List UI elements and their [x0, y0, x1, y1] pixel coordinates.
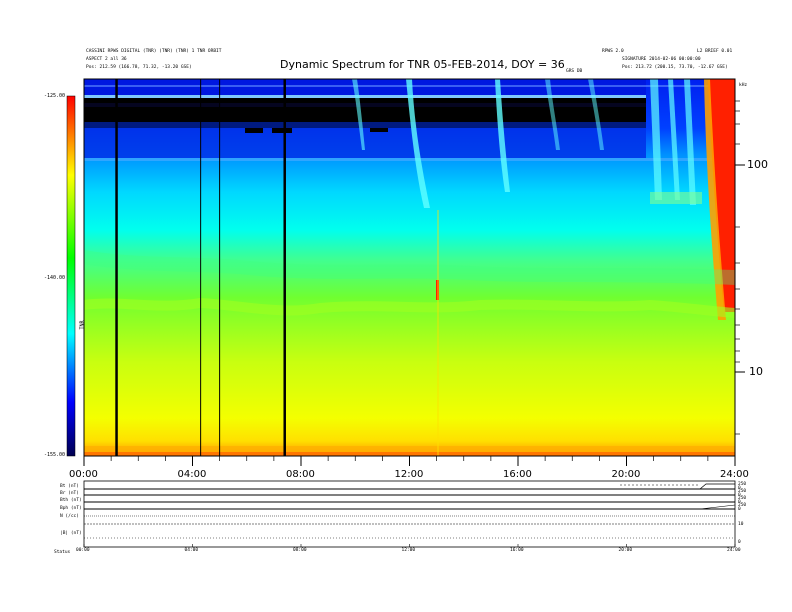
panel-x-tick-label: 20:00	[618, 548, 633, 553]
panel-label-b: |B| (nT)	[60, 531, 82, 536]
colorbar-tick-top: -125.00	[44, 93, 66, 99]
panel-right-tick-label: 0	[738, 500, 741, 505]
header-right-line3: Pos: 213.72 (200.15, 73.70, -12.67 GSE)	[622, 65, 728, 70]
y-axis-unit: kHz	[739, 83, 748, 88]
x-axis-ticks	[83, 456, 736, 466]
panel-right-tick-label: 0	[738, 486, 741, 491]
data-gap-lines	[115, 79, 286, 456]
header-left-line3: Pos: 212.59 (166.78, 71.32, -13.20 GSE)	[86, 65, 192, 70]
panel-right-tick-label: 10	[738, 522, 744, 527]
panel-x-tick-label: 24:00	[727, 548, 741, 553]
colorbar-label: TNR	[79, 320, 86, 330]
header-left-line2: ASPECT 2 all 36	[86, 57, 127, 62]
x-tick-label: 08:00	[286, 469, 315, 480]
colorbar-tick-mid: -140.00	[44, 275, 66, 281]
panel-x-tick-label: 08:00	[293, 548, 307, 553]
panel-right-tick-label: 0	[738, 507, 741, 512]
panel-label-bph: Bph (nT)	[60, 506, 82, 511]
panel-x-tick-label: 16:00	[510, 548, 524, 553]
header-right-line2: SIGNATURE 2014-02-06 00:00:00	[622, 57, 701, 62]
y-tick-10: 10	[749, 365, 763, 378]
header-left-line1: CASSINI RPWS DIGITAL (TNR) (TNR) (TNR) 1…	[86, 49, 222, 54]
panel-right-tick-label: 250	[738, 496, 747, 501]
panel-x-tick-label: 04:00	[184, 548, 199, 553]
panel-x-tick-label: 00:00	[76, 548, 90, 553]
right-axis	[735, 100, 745, 435]
colorbar	[67, 96, 75, 456]
panel-label-bth: Bth (nT)	[60, 498, 82, 503]
header-right-line1: L2 BRIEF 0.01	[697, 49, 733, 54]
x-tick-label: 04:00	[177, 469, 207, 480]
panel-label-br: Br (nT)	[60, 491, 79, 496]
x-tick-label: 16:00	[503, 469, 532, 480]
y-tick-100: 100	[747, 158, 768, 171]
header-center-right2: GRS DB	[566, 69, 583, 74]
chart-title: Dynamic Spectrum for TNR 05-FEB-2014, DO…	[280, 58, 565, 71]
panel-right-tick-label: 250	[738, 503, 747, 508]
bottom-panel-ticks	[83, 544, 736, 547]
colorbar-tick-bottom: -155.00	[44, 452, 66, 458]
spectrogram	[84, 79, 735, 456]
x-tick-label: 20:00	[611, 469, 641, 480]
header-center-right: RPWS 2.0	[602, 49, 624, 54]
panel-right-tick-label: 250	[738, 482, 747, 487]
x-tick-label: 12:00	[394, 469, 424, 480]
panel-label-status: Status	[54, 550, 71, 555]
x-tick-label: 24:00	[720, 469, 749, 480]
panel-right-tick-label: 0	[738, 493, 741, 498]
bottom-panel	[83, 480, 736, 548]
panel-x-tick-label: 12:00	[401, 548, 416, 553]
panel-label-bt: Bt (nT)	[60, 484, 79, 489]
panel-right-tick-label: 250	[738, 489, 747, 494]
x-tick-label: 00:00	[69, 469, 98, 480]
panel-label-n: N (/cc)	[60, 514, 79, 519]
panel-right-tick-label: 0	[738, 540, 741, 545]
